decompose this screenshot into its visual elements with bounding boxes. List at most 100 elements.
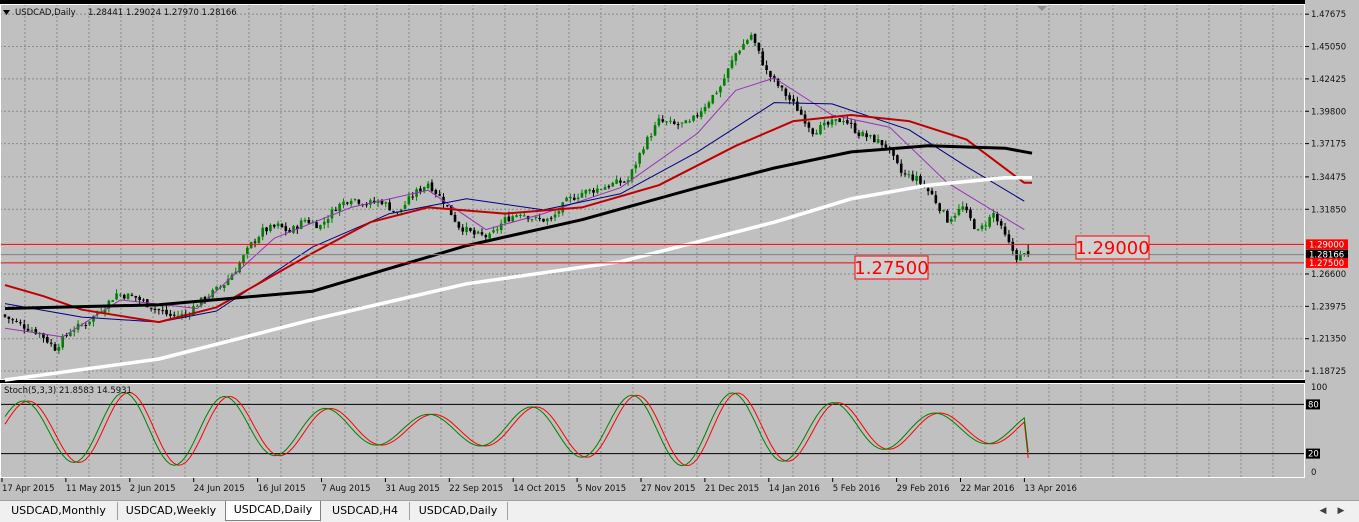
candle-body (796, 101, 799, 111)
candle-body (1026, 251, 1030, 255)
stoch-header: Stoch(5,3,3) 21.8583 14.5931 (4, 386, 132, 396)
tab-usdcad-daily-2[interactable]: USDCAD,Daily (409, 502, 508, 520)
candle-body (688, 121, 691, 123)
tab-usdcad-daily-active[interactable]: USDCAD,Daily (225, 501, 321, 521)
candle-body (546, 218, 549, 222)
candle-body (261, 227, 265, 237)
candle-body (69, 332, 72, 337)
candle-body (157, 309, 161, 311)
time-axis-label: 5 Feb 2016 (833, 484, 881, 494)
candle-body (992, 213, 995, 218)
candle-body (869, 135, 872, 137)
candle-body (626, 180, 630, 182)
time-axis-label: 17 Apr 2015 (2, 484, 55, 494)
ma-white-line (4, 176, 1032, 382)
candle-body (961, 206, 965, 210)
candle-body (180, 313, 184, 316)
candle-body (676, 124, 680, 126)
candle-body (949, 218, 953, 222)
candle-body (692, 115, 695, 121)
price-axis-label: 1.47675 (1311, 10, 1346, 20)
candle-body (46, 337, 49, 343)
candle-body (357, 199, 361, 204)
candle-body (919, 175, 922, 184)
price-axis-label: 1.42425 (1311, 75, 1346, 85)
price-axis-label: 1.26600 (1311, 270, 1346, 280)
time-axis-label: 13 Apr 2016 (1024, 484, 1077, 494)
candle-body (292, 226, 295, 233)
candle-body (588, 189, 591, 192)
time-axis-label: 7 Aug 2015 (322, 484, 371, 494)
ohlc-header: 1.28441 1.29024 1.27970 1.28166 (88, 8, 237, 18)
price-axis-bid-label: 1.28166 (1309, 251, 1344, 261)
candle-body (999, 221, 1003, 226)
candle-body (30, 330, 34, 332)
chart-canvas[interactable]: 1.47675 1.45050 1.42425 1.39800 1.37175 1.344… (0, 0, 1359, 500)
candle-body (834, 119, 838, 121)
candle-body (884, 144, 888, 148)
candle-body (7, 316, 11, 320)
candle-body (619, 180, 622, 183)
time-axis-label: 27 Nov 2015 (641, 484, 695, 494)
tabs-scroll-left-icon[interactable]: ◀ (1319, 506, 1327, 516)
candle-body (192, 306, 195, 316)
candle-body (584, 189, 588, 194)
candle-body (496, 229, 499, 231)
time-axis-bg (0, 478, 1359, 500)
main-pane-bg (0, 4, 1305, 380)
candle-body (596, 188, 599, 193)
candle-body (557, 211, 561, 214)
candle-body (65, 335, 68, 337)
candle-body (907, 174, 911, 176)
price-axis-label: 1.45050 (1311, 43, 1346, 53)
level-label-box-upper[interactable] (1075, 235, 1150, 260)
candle-body (484, 235, 488, 238)
price-axis-bid-tag (1306, 249, 1348, 260)
candle-body (534, 217, 538, 219)
candle-body (653, 125, 657, 136)
chart-shift-marker-icon[interactable] (1037, 6, 1047, 11)
candle-body (899, 163, 903, 173)
price-axis-label: 1.31850 (1311, 205, 1346, 215)
candle-body (980, 225, 984, 229)
stoch-axis-level-tag (1306, 448, 1320, 459)
candle-body (849, 122, 853, 124)
candle-body (3, 314, 7, 317)
candle-body (876, 139, 880, 143)
candle-body (11, 319, 14, 321)
time-axis-label: 22 Sep 2015 (449, 484, 503, 494)
candle-body (169, 313, 172, 316)
chart-menu-triangle-icon[interactable] (3, 10, 10, 15)
candle-body (326, 219, 330, 224)
level-label-upper: 1.29000 (1075, 238, 1149, 259)
candle-body (380, 201, 384, 205)
candle-body (903, 173, 907, 175)
candle-body (249, 242, 253, 248)
candle-body (272, 224, 276, 227)
tab-usdcad-h4[interactable]: USDCAD,H4 (321, 502, 410, 520)
candle-body (334, 209, 338, 211)
tabs-scroll-right-icon[interactable]: ▶ (1337, 506, 1345, 516)
candle-body (838, 118, 841, 123)
candle-body (103, 309, 107, 314)
chart-tabs-bar: USDCAD,Monthly USDCAD,Weekly USDCAD,Dail… (0, 500, 1359, 522)
level-label-box-lower[interactable] (854, 255, 929, 280)
candle-body (703, 107, 707, 112)
candle-body (419, 188, 422, 192)
candle-body (280, 223, 284, 228)
candle-body (115, 293, 118, 300)
candle-body (88, 321, 91, 325)
candle-body (707, 102, 711, 108)
candle-body (634, 164, 638, 169)
candle-body (880, 140, 884, 146)
candle-body (799, 109, 803, 115)
candle-body (246, 247, 249, 254)
tab-usdcad-monthly[interactable]: USDCAD,Monthly (0, 502, 118, 520)
candle-body (846, 120, 849, 124)
candle-body (265, 227, 268, 232)
candle-body (172, 314, 176, 316)
candle-body (42, 333, 45, 338)
stoch-pane-border (0, 383, 1305, 478)
candle-body (161, 310, 165, 312)
tab-usdcad-weekly[interactable]: USDCAD,Weekly (117, 502, 226, 520)
